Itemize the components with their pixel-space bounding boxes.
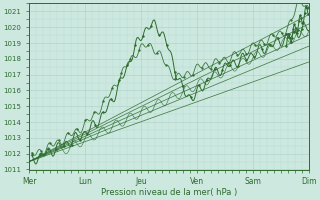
X-axis label: Pression niveau de la mer( hPa ): Pression niveau de la mer( hPa ) bbox=[101, 188, 237, 197]
